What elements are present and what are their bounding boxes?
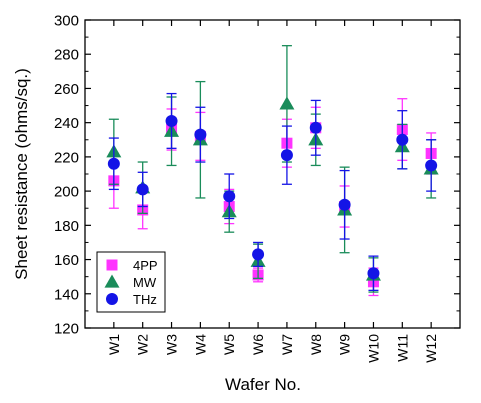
legend-label: 4PP xyxy=(133,258,158,273)
legend-label: THz xyxy=(133,292,157,307)
data-point-mw xyxy=(279,96,295,110)
x-tick-label: W2 xyxy=(135,334,151,355)
data-point-thz xyxy=(338,198,351,211)
x-tick-label: W10 xyxy=(365,334,381,363)
legend-marker-mw xyxy=(104,274,120,288)
legend-marker-thz xyxy=(106,293,118,305)
y-axis: 120 140 160 180 200 220 240 260 280 300 xyxy=(54,13,460,338)
data-point-thz xyxy=(165,114,178,127)
x-tick-label: W12 xyxy=(423,334,439,363)
x-tick-label: W4 xyxy=(192,334,208,355)
data-point-thz xyxy=(367,267,380,280)
data-point-thz xyxy=(280,149,293,162)
y-tick-label: 140 xyxy=(54,286,79,303)
y-axis-label: Sheet resistance (ohms/sq.) xyxy=(12,68,31,280)
data-point-thz xyxy=(309,121,322,134)
data-point-thz xyxy=(252,248,265,261)
data-point-thz xyxy=(136,183,149,196)
y-tick-label: 240 xyxy=(54,115,79,132)
series-thz xyxy=(107,92,438,292)
y-tick-label: 300 xyxy=(54,13,79,30)
x-tick-label: W5 xyxy=(221,334,237,355)
x-tick-label: W8 xyxy=(308,334,324,355)
x-tick-label: W3 xyxy=(164,334,180,355)
legend-entry: MW xyxy=(104,274,157,290)
x-axis-label: Wafer No. xyxy=(225,375,301,394)
data-point-thz xyxy=(107,157,120,170)
x-axis: W1 W2 W3 W4 W5 W6 W7 W8 W9 W10 W11 W12 xyxy=(106,20,439,363)
x-tick-label: W11 xyxy=(394,334,410,362)
legend-entry: THz xyxy=(106,292,157,307)
data-point-thz xyxy=(396,133,409,146)
data-point-thz xyxy=(194,128,207,141)
y-tick-label: 180 xyxy=(54,218,79,235)
x-tick-label: W6 xyxy=(250,334,266,355)
legend-marker-4pp xyxy=(106,259,118,271)
y-tick-label: 200 xyxy=(54,184,79,201)
x-tick-label: W1 xyxy=(106,334,122,355)
x-tick-label: W9 xyxy=(337,334,353,355)
legend: 4PP MW THz xyxy=(96,251,166,313)
legend-label: MW xyxy=(133,275,157,290)
y-tick-label: 160 xyxy=(54,252,79,269)
x-tick-label: W7 xyxy=(279,334,295,355)
y-tick-label: 120 xyxy=(54,321,79,338)
data-point-thz xyxy=(425,159,438,172)
y-tick-label: 260 xyxy=(54,81,79,98)
data-point-thz xyxy=(223,190,236,203)
series-layer xyxy=(106,45,439,297)
y-tick-label: 220 xyxy=(54,149,79,166)
y-tick-label: 280 xyxy=(54,47,79,64)
legend-entry: 4PP xyxy=(106,258,158,273)
